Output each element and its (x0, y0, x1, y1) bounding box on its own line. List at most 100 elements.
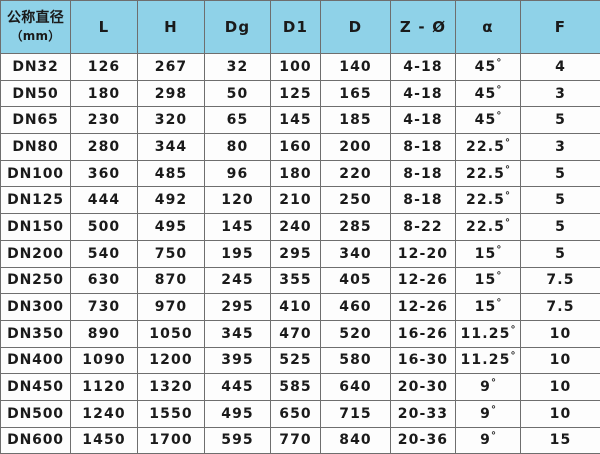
cell-dg: 495 (205, 400, 271, 427)
cell-z-dia: 16-26 (391, 320, 456, 347)
degree-symbol: ° (496, 244, 501, 255)
cell-h: 495 (138, 214, 205, 241)
column-header-f: F (521, 1, 600, 54)
cell-h: 870 (138, 267, 205, 294)
cell-d1: 525 (271, 347, 321, 374)
cell-alpha: 9° (456, 400, 521, 427)
cell-nominal-diameter: DN250 (1, 267, 71, 294)
cell-z-dia: 12-26 (391, 294, 456, 321)
cell-d1: 100 (271, 54, 321, 81)
column-header-alpha: α (456, 1, 521, 54)
cell-nominal-diameter: DN50 (1, 80, 71, 107)
cell-dg: 245 (205, 267, 271, 294)
cell-l: 126 (71, 54, 138, 81)
column-header-h: H (138, 1, 205, 54)
cell-nominal-diameter: DN80 (1, 134, 71, 161)
cell-dg: 96 (205, 160, 271, 187)
cell-d1: 240 (271, 214, 321, 241)
cell-d: 460 (321, 294, 391, 321)
cell-z-dia: 4-18 (391, 80, 456, 107)
cell-h: 1320 (138, 374, 205, 401)
cell-dg: 65 (205, 107, 271, 134)
cell-d: 840 (321, 427, 391, 454)
cell-h: 1200 (138, 347, 205, 374)
cell-l: 1120 (71, 374, 138, 401)
cell-d: 405 (321, 267, 391, 294)
cell-f: 10 (521, 374, 600, 401)
degree-symbol: ° (491, 404, 496, 415)
cell-f: 4 (521, 54, 600, 81)
cell-f: 3 (521, 80, 600, 107)
cell-d: 200 (321, 134, 391, 161)
cell-nominal-diameter: DN65 (1, 107, 71, 134)
degree-symbol: ° (505, 137, 510, 148)
cell-l: 230 (71, 107, 138, 134)
cell-dg: 195 (205, 240, 271, 267)
cell-f: 5 (521, 160, 600, 187)
cell-l: 730 (71, 294, 138, 321)
cell-alpha: 9° (456, 427, 521, 454)
cell-z-dia: 16-30 (391, 347, 456, 374)
header-row: 公称直径 （mm） L H Dg D1 D Z - Ø α F (1, 1, 600, 54)
cell-f: 10 (521, 400, 600, 427)
cell-dg: 32 (205, 54, 271, 81)
cell-f: 5 (521, 107, 600, 134)
degree-symbol: ° (496, 111, 501, 122)
cell-z-dia: 20-36 (391, 427, 456, 454)
cell-z-dia: 12-26 (391, 267, 456, 294)
cell-z-dia: 4-18 (391, 54, 456, 81)
cell-d: 520 (321, 320, 391, 347)
cell-alpha: 15° (456, 267, 521, 294)
cell-h: 750 (138, 240, 205, 267)
cell-l: 444 (71, 187, 138, 214)
column-header-z-dia: Z - Ø (391, 1, 456, 54)
column-header-dg: Dg (205, 1, 271, 54)
cell-nominal-diameter: DN32 (1, 54, 71, 81)
degree-symbol: ° (496, 84, 501, 95)
cell-h: 344 (138, 134, 205, 161)
cell-f: 10 (521, 320, 600, 347)
cell-dg: 295 (205, 294, 271, 321)
cell-dg: 395 (205, 347, 271, 374)
cell-l: 630 (71, 267, 138, 294)
cell-f: 7.5 (521, 294, 600, 321)
degree-symbol: ° (510, 324, 515, 335)
column-header-d1: D1 (271, 1, 321, 54)
cell-d1: 295 (271, 240, 321, 267)
degree-symbol: ° (496, 297, 501, 308)
table-header: 公称直径 （mm） L H Dg D1 D Z - Ø α F (1, 1, 600, 54)
cell-d1: 585 (271, 374, 321, 401)
cell-nominal-diameter: DN200 (1, 240, 71, 267)
cell-nominal-diameter: DN400 (1, 347, 71, 374)
cell-d1: 650 (271, 400, 321, 427)
cell-d1: 145 (271, 107, 321, 134)
cell-dg: 595 (205, 427, 271, 454)
cell-d1: 180 (271, 160, 321, 187)
cell-nominal-diameter: DN450 (1, 374, 71, 401)
cell-dg: 445 (205, 374, 271, 401)
cell-alpha: 45° (456, 107, 521, 134)
cell-alpha: 11.25° (456, 347, 521, 374)
cell-d: 165 (321, 80, 391, 107)
cell-z-dia: 4-18 (391, 107, 456, 134)
column-header-d: D (321, 1, 391, 54)
cell-f: 15 (521, 427, 600, 454)
cell-l: 540 (71, 240, 138, 267)
cell-h: 1550 (138, 400, 205, 427)
nominal-diameter-unit: （mm） (2, 29, 69, 44)
cell-l: 1240 (71, 400, 138, 427)
cell-z-dia: 8-18 (391, 187, 456, 214)
cell-d1: 125 (271, 80, 321, 107)
cell-alpha: 22.5° (456, 187, 521, 214)
